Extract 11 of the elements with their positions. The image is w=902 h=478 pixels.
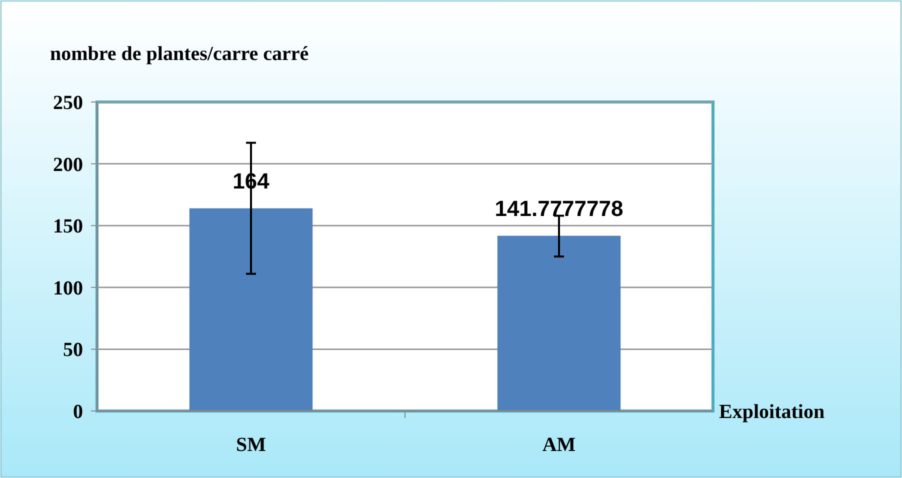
x-axis-title: Exploitation (719, 401, 825, 423)
y-tick-label: 250 (53, 92, 83, 114)
y-tick-label: 50 (63, 339, 83, 362)
y-tick-label: 0 (73, 401, 83, 423)
y-tick-label: 100 (53, 277, 83, 300)
y-tick-label: 150 (53, 216, 83, 238)
y-axis-title: nombre de plantes/carre carré (50, 43, 309, 65)
data-label: 141.7777778 (494, 196, 624, 221)
x-tick-label: AM (542, 434, 576, 456)
y-tick-label: 200 (53, 154, 83, 176)
x-tick-label: SM (236, 434, 266, 456)
